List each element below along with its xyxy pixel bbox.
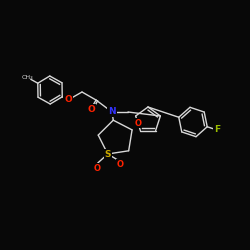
Text: O: O bbox=[134, 119, 141, 128]
Text: N: N bbox=[108, 108, 116, 116]
Text: CH₃: CH₃ bbox=[22, 75, 33, 80]
Text: O: O bbox=[116, 160, 123, 168]
Text: S: S bbox=[104, 150, 111, 158]
Text: O: O bbox=[93, 164, 100, 172]
Text: O: O bbox=[87, 104, 95, 114]
Text: F: F bbox=[214, 126, 220, 134]
Text: O: O bbox=[64, 96, 72, 104]
